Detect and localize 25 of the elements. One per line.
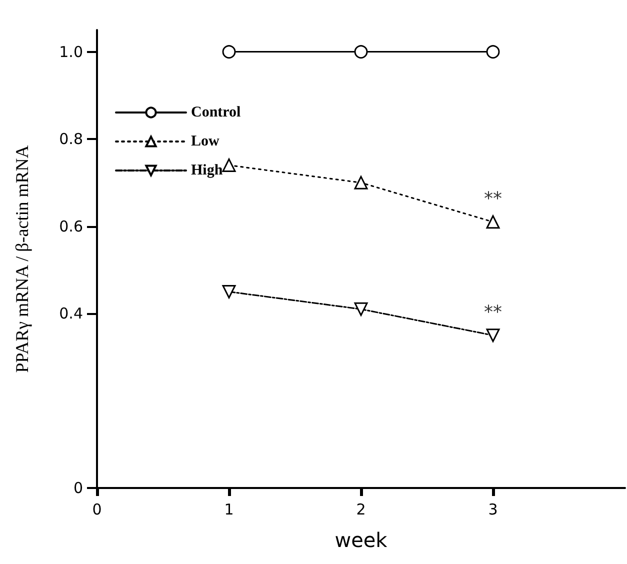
- y-tick-label: 0.4: [59, 304, 83, 323]
- y-tick-label: 0.8: [59, 130, 83, 148]
- legend-label: Low: [191, 134, 220, 150]
- point: [486, 45, 500, 59]
- point: [486, 215, 500, 229]
- point: [354, 45, 368, 59]
- y-axis-title: PPARγ mRNA / β-actin mRNA: [12, 145, 32, 373]
- legend-label: High: [191, 162, 224, 178]
- point: [486, 328, 500, 342]
- x-tick-label: 3: [488, 500, 498, 518]
- point: [222, 284, 236, 298]
- x-tick-label: 0: [92, 500, 102, 518]
- x-axis-title: week: [334, 528, 388, 552]
- legend-label: Control: [191, 104, 241, 120]
- y-tick-label: 1.0: [59, 42, 83, 61]
- x-tick-label: 2: [356, 500, 366, 518]
- point: [354, 176, 368, 190]
- annotation: **: [484, 302, 502, 323]
- point: [222, 45, 236, 59]
- x-tick-label: 1: [224, 500, 234, 518]
- annotation: **: [484, 188, 502, 210]
- point: [222, 158, 236, 172]
- point: [354, 302, 368, 316]
- y-tick-label: 0: [73, 479, 83, 497]
- y-tick-label: 0.6: [59, 217, 83, 236]
